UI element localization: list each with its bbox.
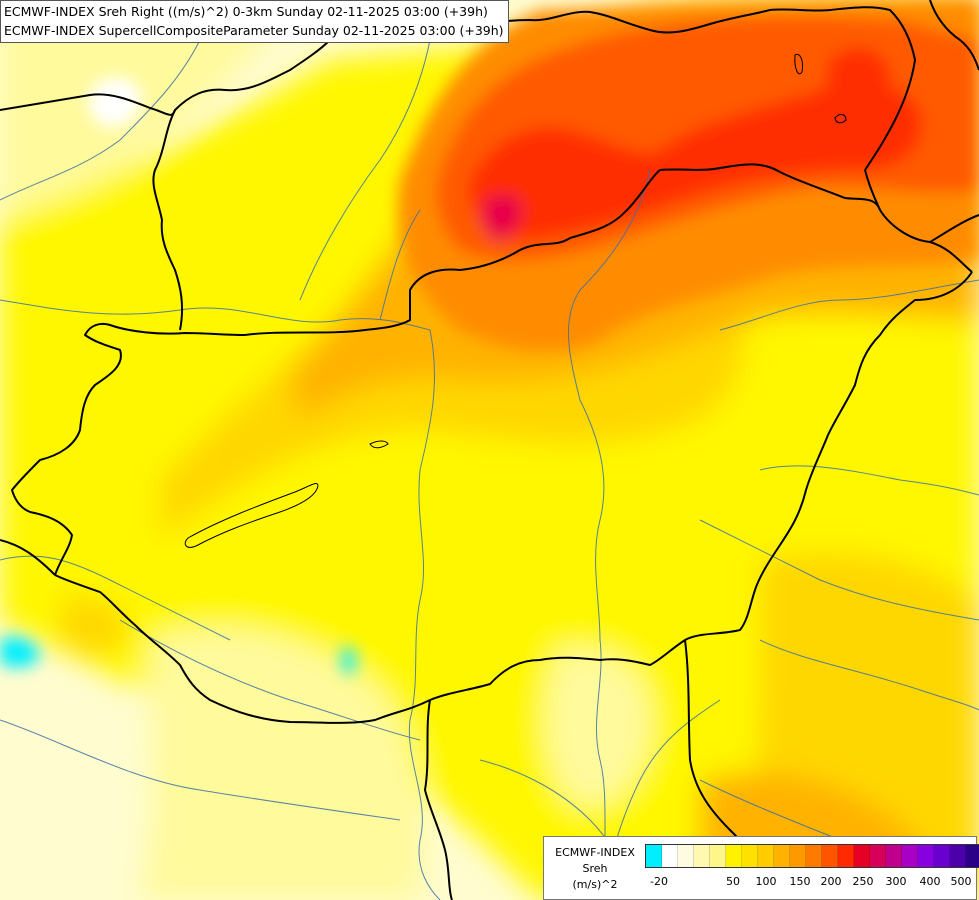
legend-swatch	[950, 845, 966, 867]
river-vah	[299, 39, 431, 301]
lake-balaton	[184, 483, 319, 548]
legend-swatch	[694, 845, 710, 867]
legend-swatch	[790, 845, 806, 867]
border-sk-ua	[864, 169, 881, 211]
field-cyan-center	[341, 646, 356, 675]
border-hr-rs	[424, 699, 453, 900]
legend-swatch	[742, 845, 758, 867]
legend-tick-label: 50	[726, 875, 740, 888]
border-ua-ro	[929, 214, 979, 243]
border-hu-hr	[54, 574, 431, 724]
legend-tick-label: 300	[885, 875, 907, 888]
legend-swatch	[934, 845, 950, 867]
river-hron	[379, 209, 421, 321]
border-cz-at	[0, 93, 176, 116]
lake-small-1	[369, 440, 389, 449]
legend-swatch	[710, 845, 726, 867]
river-east-c	[699, 519, 979, 621]
legend-swatch	[758, 845, 774, 867]
border-sl-hr	[0, 539, 56, 576]
legend-variable: Sreh	[582, 862, 608, 875]
river-east-b	[759, 465, 979, 496]
field-light-yellow-west	[0, 0, 300, 220]
legend-tick-label: 150	[789, 875, 811, 888]
legend-swatch	[838, 845, 854, 867]
legend-swatch	[854, 845, 870, 867]
field-cyan-west	[0, 636, 40, 668]
river-nw	[0, 39, 201, 201]
river-w-minor	[0, 555, 231, 641]
river-sava	[0, 719, 401, 821]
title-line-sreh: ECMWF-INDEX Sreh Right ((m/s)^2) 0-3km S…	[4, 4, 488, 19]
legend-tick-label: 250	[852, 875, 874, 888]
legend-unit: (m/s)^2	[572, 878, 618, 891]
field-gold-sw	[60, 596, 130, 654]
field-light-yellow-south	[140, 628, 424, 900]
river-tisza	[568, 169, 651, 900]
field-light-yellow-mid	[546, 648, 652, 807]
lakes	[184, 53, 847, 548]
legend-tick-label: 400	[919, 875, 941, 888]
river-east-a	[719, 279, 979, 331]
river-drava	[119, 619, 421, 741]
legend-tick-label: 100	[755, 875, 777, 888]
lake-small-2	[794, 53, 803, 75]
field-red-east	[826, 47, 891, 116]
legend-swatch	[966, 845, 979, 867]
lake-small-3	[834, 113, 847, 124]
legend-swatches	[645, 844, 979, 868]
border-hu-ro	[429, 271, 973, 701]
legend-tick-label: 500	[950, 875, 972, 888]
legend-tick-label: 200	[820, 875, 842, 888]
field-crimson	[481, 193, 523, 241]
river-danube-south	[408, 329, 441, 900]
legend-swatch	[822, 845, 838, 867]
color-legend: ECMWF-INDEX Sreh (m/s)^2 -20 50 100 150 200 2…	[543, 836, 979, 900]
legend-swatch	[646, 845, 662, 867]
river-east-d	[759, 639, 979, 711]
title-line-scp: ECMWF-INDEX SupercellCompositeParameter …	[4, 23, 504, 38]
legend-swatch	[918, 845, 934, 867]
legend-swatch	[902, 845, 918, 867]
field-red	[469, 79, 922, 240]
border-ne	[929, 0, 979, 71]
legend-swatch	[886, 845, 902, 867]
legend-swatch	[806, 845, 822, 867]
legend-swatch	[774, 845, 790, 867]
legend-swatch	[678, 845, 694, 867]
legend-swatch	[870, 845, 886, 867]
legend-ticks: -2050100150200250300400500700	[645, 875, 975, 891]
legend-swatch	[662, 845, 678, 867]
border-hu-at	[11, 322, 246, 576]
field-white-nw	[88, 77, 142, 128]
legend-model: ECMWF-INDEX	[555, 846, 635, 859]
legend-swatch	[726, 845, 742, 867]
legend-tick-label: -20	[650, 875, 668, 888]
map-title-box: ECMWF-INDEX Sreh Right ((m/s)^2) 0-3km S…	[0, 0, 509, 43]
border-sk-hu	[244, 163, 973, 336]
